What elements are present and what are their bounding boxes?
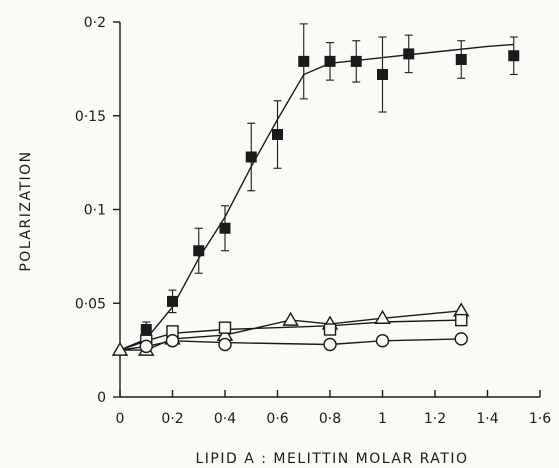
x-tick-label: 0·4 xyxy=(214,411,236,427)
filled-square-point xyxy=(272,129,283,140)
open-circle-point xyxy=(139,339,153,354)
filled-square-point xyxy=(350,55,362,67)
data-markers xyxy=(111,48,520,356)
series-lines xyxy=(119,43,514,351)
filled-square-point xyxy=(140,324,152,335)
open-square-point xyxy=(218,321,232,334)
open-circle-point xyxy=(375,334,390,348)
x-tick-label: 1 xyxy=(378,411,387,427)
open-triangle-point xyxy=(111,341,129,356)
filled-square-point xyxy=(377,69,388,80)
filled-square-point xyxy=(455,54,467,65)
open-circle-point xyxy=(165,334,180,348)
open-circle-point xyxy=(218,337,232,352)
filled-square-point xyxy=(298,55,310,67)
x-tick-label: 0·6 xyxy=(266,411,288,427)
open-circle-point xyxy=(454,332,468,346)
y-tick-label: 0·1 xyxy=(84,203,106,219)
filled-square-point xyxy=(324,55,336,67)
filled-square-point xyxy=(403,48,415,60)
filled-square-series-line xyxy=(119,43,514,351)
error-bars xyxy=(142,23,518,338)
x-tick-label: 0 xyxy=(116,411,125,427)
x-tick-label: 0·2 xyxy=(161,411,183,427)
filled-square-point xyxy=(193,245,205,257)
filled-square-point xyxy=(219,222,231,234)
filled-square-point xyxy=(245,151,257,163)
y-tick-label: 0 xyxy=(97,390,106,406)
x-axis-title: LIPID A : MELITTIN MOLAR RATIO xyxy=(195,451,468,467)
x-tick-label: 1·2 xyxy=(424,411,446,427)
x-tick-label: 1·6 xyxy=(529,411,551,427)
y-axis-title: POLARIZATION xyxy=(18,150,34,271)
tick-labels: 0 0·05 0·1 0·15 0·2 0 0·2 0·4 0·6 0·8 1 1·2 1·4 1·6 xyxy=(75,15,551,427)
filled-square-point xyxy=(508,50,520,62)
open-triangle-point xyxy=(374,309,391,324)
open-square-point xyxy=(323,323,337,336)
tick-marks xyxy=(113,21,541,398)
y-tick-label: 0·15 xyxy=(75,109,106,125)
x-tick-label: 0·8 xyxy=(319,411,341,427)
open-square-point xyxy=(455,313,468,327)
y-tick-label: 0·05 xyxy=(75,296,106,312)
x-tick-label: 1·4 xyxy=(476,411,498,427)
open-triangle-point xyxy=(282,311,299,326)
open-circle-point xyxy=(323,337,337,352)
y-tick-label: 0·2 xyxy=(84,15,106,31)
filled-square-point xyxy=(167,295,178,307)
